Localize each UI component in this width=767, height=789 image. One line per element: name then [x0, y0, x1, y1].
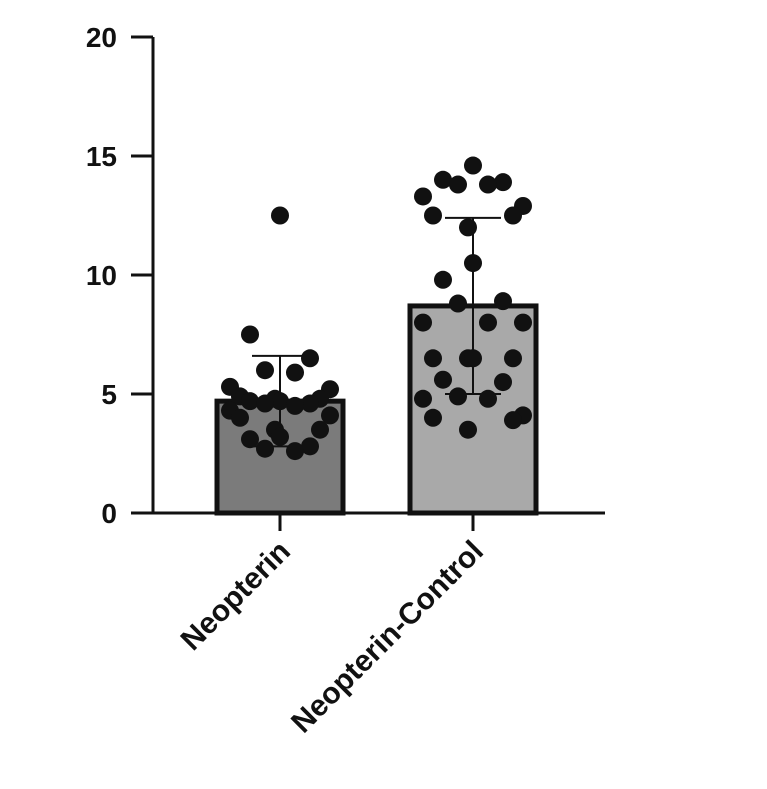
- data-point: [449, 175, 467, 194]
- data-point: [459, 420, 477, 439]
- data-point: [414, 389, 432, 408]
- data-point: [256, 439, 274, 458]
- data-point: [321, 406, 339, 425]
- data-point: [479, 313, 497, 332]
- data-point: [271, 392, 289, 411]
- data-point: [494, 292, 512, 311]
- data-point: [271, 206, 289, 225]
- y-tick-label: 5: [101, 379, 117, 410]
- x-tick-label: Neopterin-Control: [285, 535, 490, 740]
- data-point: [241, 430, 259, 449]
- data-point: [514, 313, 532, 332]
- data-point: [464, 254, 482, 273]
- data-point: [464, 349, 482, 368]
- data-point: [434, 270, 452, 289]
- data-point: [464, 156, 482, 175]
- data-point: [494, 173, 512, 192]
- data-point: [434, 370, 452, 389]
- y-tick-label: 0: [101, 498, 117, 529]
- data-point: [504, 411, 522, 430]
- y-tick-label: 10: [86, 260, 117, 291]
- data-point: [414, 313, 432, 332]
- data-point: [459, 218, 477, 237]
- y-tick-label: 15: [86, 141, 117, 172]
- data-point: [256, 394, 274, 413]
- data-point: [231, 408, 249, 427]
- data-point: [311, 420, 329, 439]
- data-point: [414, 187, 432, 206]
- data-point: [449, 294, 467, 313]
- data-point: [424, 408, 442, 427]
- data-point: [479, 389, 497, 408]
- data-point: [286, 396, 304, 415]
- data-point: [256, 361, 274, 380]
- x-tick-label: Neopterin: [175, 535, 297, 657]
- data-point: [286, 363, 304, 382]
- data-point: [504, 206, 522, 225]
- data-point: [286, 442, 304, 461]
- data-point: [494, 373, 512, 392]
- data-point: [479, 175, 497, 194]
- data-point: [424, 206, 442, 225]
- data-point: [301, 394, 319, 413]
- data-point: [504, 349, 522, 368]
- data-point: [241, 325, 259, 344]
- data-point: [271, 427, 289, 446]
- data-point: [424, 349, 442, 368]
- data-point: [301, 349, 319, 368]
- data-point: [301, 437, 319, 456]
- data-point: [241, 392, 259, 411]
- data-point: [434, 170, 452, 189]
- data-point: [449, 387, 467, 406]
- y-tick-label: 20: [86, 22, 117, 53]
